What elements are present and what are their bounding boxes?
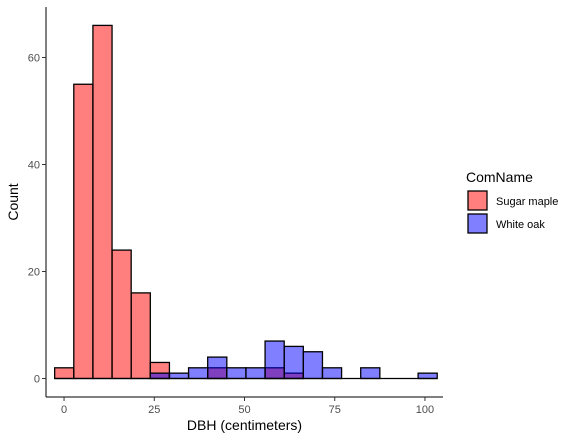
bar (360, 367, 381, 380)
x-tick-label: 50 (238, 404, 250, 416)
bar (111, 249, 132, 380)
x-axis-title: DBH (centimeters) (187, 417, 302, 433)
series-sugar-maple (54, 24, 304, 380)
x-tick-label: 0 (61, 404, 67, 416)
bar (187, 367, 209, 380)
bar (207, 356, 228, 380)
bar (92, 24, 113, 380)
bar (168, 372, 190, 380)
y-tick-label: 40 (28, 160, 40, 172)
legend: ComName Sugar maple White oak (466, 169, 558, 234)
legend-label: Sugar maple (496, 196, 558, 208)
bar (245, 367, 266, 380)
legend-item: White oak (467, 213, 545, 234)
bars-layer (54, 24, 438, 380)
y-tick-label: 0 (34, 374, 40, 386)
legend-item: Sugar maple (467, 190, 558, 211)
y-axis-ticks: 0 20 40 60 (28, 53, 46, 386)
y-axis-title: Count (5, 183, 21, 220)
bar (321, 367, 343, 380)
bar (302, 351, 324, 380)
y-tick-label: 20 (28, 267, 40, 279)
bar (54, 367, 75, 380)
bar (130, 292, 151, 380)
x-tick-label: 75 (329, 404, 341, 416)
x-axis-ticks: 0 25 50 75 100 (61, 397, 434, 416)
x-tick-label: 100 (416, 404, 434, 416)
bar (417, 372, 438, 380)
bar (283, 345, 304, 380)
legend-title: ComName (466, 169, 533, 185)
legend-swatch (467, 213, 488, 234)
y-tick-label: 60 (28, 53, 40, 65)
bar (226, 367, 247, 380)
bar (149, 372, 171, 380)
legend-label: White oak (496, 219, 545, 231)
legend-swatch (467, 190, 488, 211)
legend-items: Sugar maple White oak (467, 190, 558, 234)
bar (73, 83, 94, 380)
bar (264, 340, 285, 380)
x-tick-label: 25 (148, 404, 160, 416)
series-white-oak (149, 340, 438, 380)
